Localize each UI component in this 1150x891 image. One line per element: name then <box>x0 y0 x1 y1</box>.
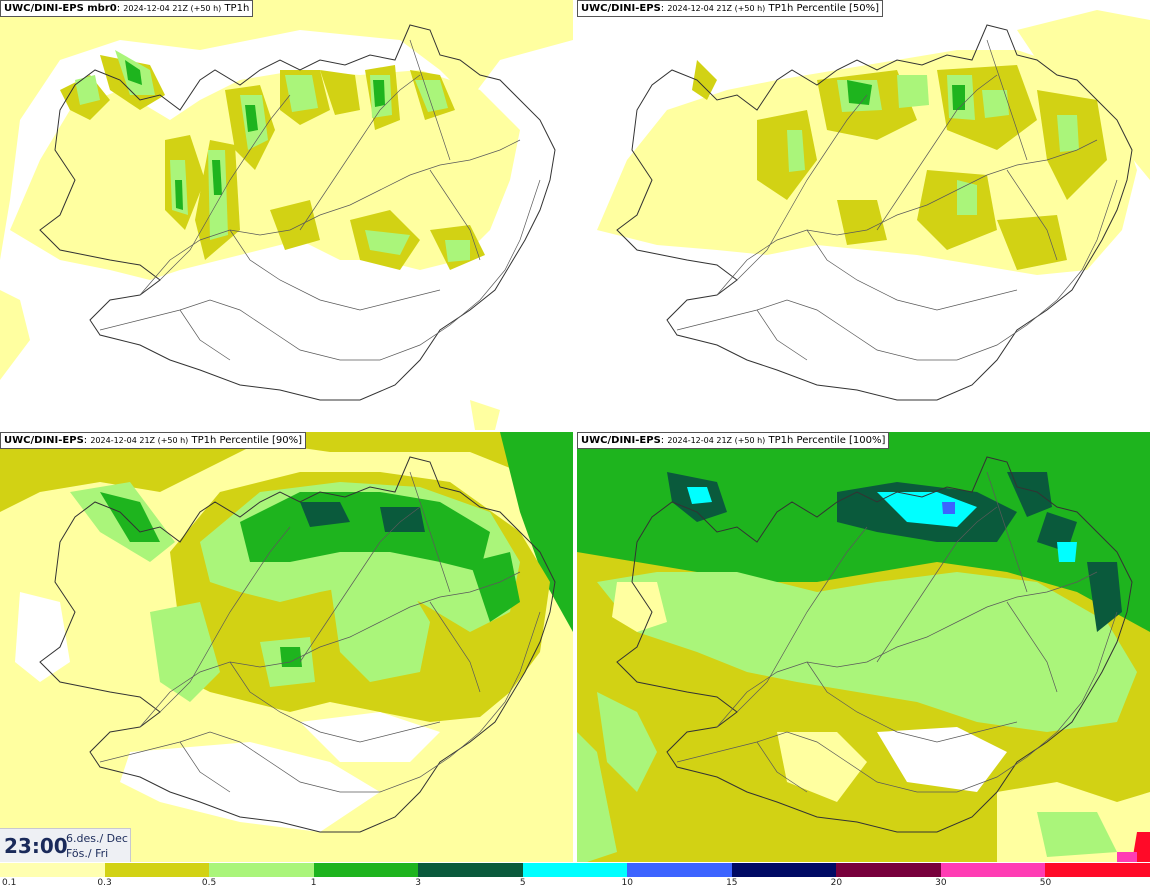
precip-map <box>0 0 573 430</box>
product-name: TP1h Percentile [90%] <box>191 435 303 446</box>
run-time: 2024-12-04 21Z (+50 h) <box>667 4 766 13</box>
run-time: 2024-12-04 21Z (+50 h) <box>90 436 189 445</box>
legend-swatch <box>731 863 837 877</box>
color-legend: 0.1 0.3 0.5 1 3 5 10 15 20 30 50 <box>0 862 1150 891</box>
legend-swatch <box>627 863 733 877</box>
model-name: UWC/DINI-EPS <box>581 3 661 14</box>
legend-tick-label: 0.1 <box>2 878 17 888</box>
valid-time-clock: 23:00 <box>4 834 68 858</box>
panel-title: UWC/DINI-EPS: 2024-12-04 21Z (+50 h) TP1… <box>577 432 890 449</box>
precip-map <box>577 432 1150 862</box>
model-name: UWC/DINI-EPS <box>4 435 84 446</box>
legend-tick-label: 15 <box>726 878 738 888</box>
product-name: TP1h Percentile [100%] <box>768 435 886 446</box>
legend-tick-label: 1 <box>310 878 317 888</box>
legend-swatch <box>313 863 419 877</box>
legend-tick-label: 3 <box>415 878 422 888</box>
valid-date-line2: Fös./ Fri <box>66 847 109 860</box>
map-panel-p100: UWC/DINI-EPS: 2024-12-04 21Z (+50 h) TP1… <box>577 432 1150 862</box>
map-panel-p90: UWC/DINI-EPS: 2024-12-04 21Z (+50 h) TP1… <box>0 432 573 862</box>
legend-swatch <box>1045 863 1150 877</box>
legend-tick-label: 20 <box>830 878 843 888</box>
legend-swatch <box>209 863 315 877</box>
panel-title: UWC/DINI-EPS mbr0: 2024-12-04 21Z (+50 h… <box>0 0 254 17</box>
valid-time-box: 23:00 6.des./ Dec Fös./ Fri <box>0 828 131 863</box>
precip-map <box>0 432 573 862</box>
map-panel-p50: UWC/DINI-EPS: 2024-12-04 21Z (+50 h) TP1… <box>577 0 1150 430</box>
run-time: 2024-12-04 21Z (+50 h) <box>667 436 766 445</box>
legend-swatch <box>418 863 524 877</box>
run-time: 2024-12-04 21Z (+50 h) <box>123 4 222 13</box>
valid-date-line1: 6.des./ Dec <box>66 832 128 845</box>
legend-tick-label: 30 <box>935 878 947 888</box>
product-name: TP1h <box>224 3 250 14</box>
legend-tick-label: 50 <box>1039 878 1052 888</box>
legend-tick-label: 0.3 <box>97 878 112 888</box>
legend-swatch <box>104 863 210 877</box>
model-name: UWC/DINI-EPS <box>581 435 661 446</box>
panel-title: UWC/DINI-EPS: 2024-12-04 21Z (+50 h) TP1… <box>0 432 307 449</box>
legend-tick-label: 5 <box>519 878 526 888</box>
legend-tick-label: 10 <box>621 878 633 888</box>
panel-title: UWC/DINI-EPS: 2024-12-04 21Z (+50 h) TP1… <box>577 0 884 17</box>
legend-swatch <box>940 863 1046 877</box>
legend-swatch <box>836 863 942 877</box>
model-name: UWC/DINI-EPS mbr0 <box>4 3 117 14</box>
precip-map <box>597 10 1150 401</box>
product-name: TP1h Percentile [50%] <box>768 3 880 14</box>
legend-tick-label: 0.5 <box>201 878 217 888</box>
legend-swatch <box>0 863 106 877</box>
legend-swatch <box>522 863 628 877</box>
map-panel-mbr0: UWC/DINI-EPS mbr0: 2024-12-04 21Z (+50 h… <box>0 0 573 430</box>
panel-divider-horizontal <box>0 430 1150 432</box>
